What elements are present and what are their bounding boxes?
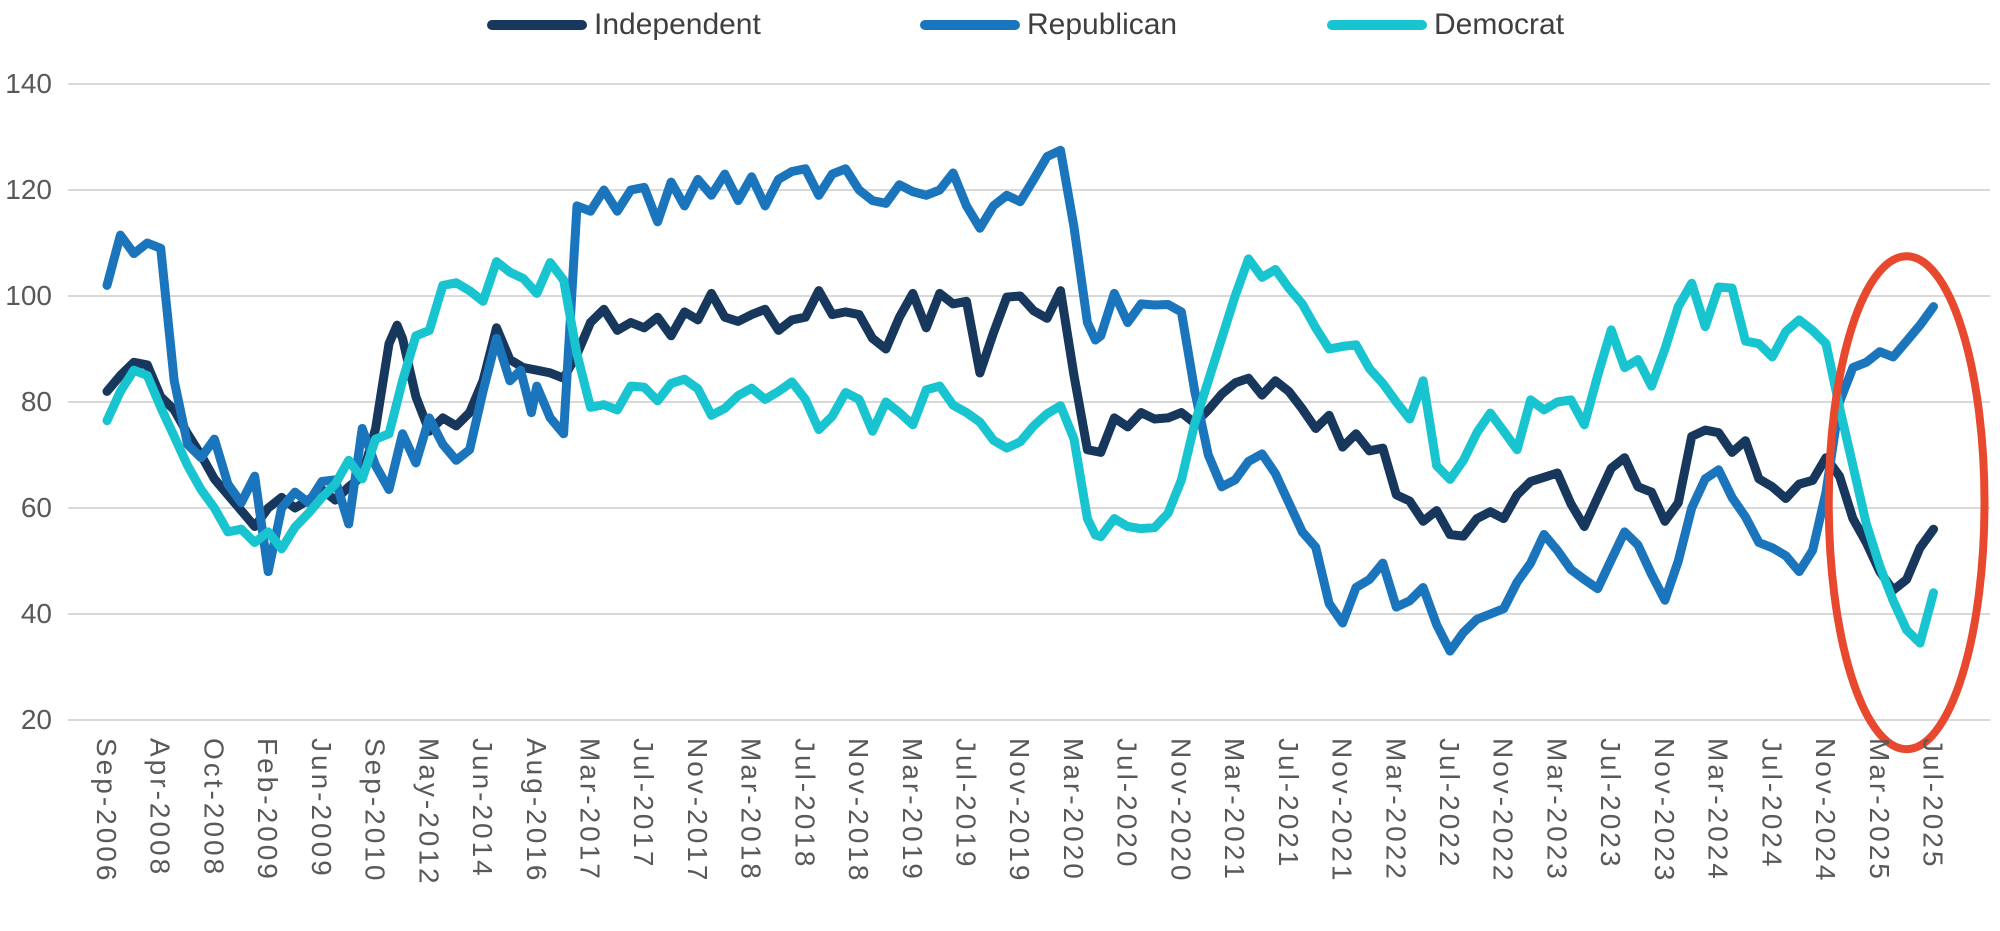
x-tick-label-Mar-2017: Mar-2017 bbox=[574, 738, 606, 882]
x-tick-label-Jul-2017: Jul-2017 bbox=[628, 738, 660, 870]
x-tick-label-Sep-2010: Sep-2010 bbox=[359, 738, 391, 884]
independent-line-swatch bbox=[487, 20, 587, 30]
x-tick-label-Feb-2009: Feb-2009 bbox=[252, 738, 284, 882]
x-tick-label-Mar-2019: Mar-2019 bbox=[896, 738, 928, 882]
legend-item-independent: Independent bbox=[487, 8, 761, 42]
x-tick-label-Jun-2009: Jun-2009 bbox=[305, 738, 337, 879]
x-tick-label-Apr-2008: Apr-2008 bbox=[144, 738, 176, 878]
y-tick-label-60: 60 bbox=[20, 492, 52, 523]
x-tick-label-Jul-2020: Jul-2020 bbox=[1111, 738, 1143, 870]
y-tick-label-120: 120 bbox=[5, 174, 52, 205]
x-tick-label-Jul-2021: Jul-2021 bbox=[1272, 738, 1304, 870]
highlight-ellipse-annotation bbox=[1824, 252, 1989, 754]
x-tick-label-May-2012: May-2012 bbox=[413, 738, 445, 887]
legend-label-democrat: Democrat bbox=[1434, 8, 1565, 41]
x-tick-label-Jul-2022: Jul-2022 bbox=[1434, 738, 1465, 870]
x-tick-label-Mar-2018: Mar-2018 bbox=[735, 738, 767, 882]
x-tick-label-Jul-2019: Jul-2019 bbox=[950, 738, 982, 870]
x-tick-label-Mar-2022: Mar-2022 bbox=[1380, 738, 1412, 882]
x-tick-label-Nov-2022: Nov-2022 bbox=[1487, 738, 1519, 884]
y-tick-label-100: 100 bbox=[5, 280, 52, 311]
x-tick-label-Mar-2020: Mar-2020 bbox=[1057, 738, 1089, 882]
legend-item-republican: Republican bbox=[920, 8, 1177, 42]
x-tick-label-Mar-2025: Mar-2025 bbox=[1863, 738, 1895, 882]
x-tick-label-Nov-2019: Nov-2019 bbox=[1004, 738, 1036, 884]
x-tick-label-Jun-2014: Jun-2014 bbox=[467, 738, 499, 879]
x-tick-label-Nov-2023: Nov-2023 bbox=[1648, 738, 1680, 884]
x-tick-label-Nov-2021: Nov-2021 bbox=[1326, 738, 1358, 884]
x-tick-label-Jul-2023: Jul-2023 bbox=[1595, 738, 1627, 870]
series-line-independent bbox=[102, 286, 1938, 595]
x-tick-label-Nov-2024: Nov-2024 bbox=[1810, 738, 1842, 884]
y-tick-label-80: 80 bbox=[20, 386, 52, 417]
series-line-republican bbox=[102, 145, 1938, 656]
y-tick-label-140: 140 bbox=[5, 68, 52, 99]
x-tick-label-Sep-2006: Sep-2006 bbox=[91, 738, 122, 884]
x-tick-label-Aug-2016: Aug-2016 bbox=[520, 738, 552, 884]
legend-label-republican: Republican bbox=[1027, 8, 1178, 41]
x-tick-label-Nov-2020: Nov-2020 bbox=[1165, 738, 1197, 884]
x-tick-label-Mar-2021: Mar-2021 bbox=[1219, 738, 1251, 882]
legend-label-independent: Independent bbox=[594, 8, 761, 41]
republican-line-swatch bbox=[920, 20, 1020, 30]
x-tick-label-Nov-2018: Nov-2018 bbox=[843, 738, 875, 884]
legend-item-democrat: Democrat bbox=[1327, 8, 1564, 42]
x-tick-label-Oct-2008: Oct-2008 bbox=[198, 738, 230, 878]
x-tick-label-Mar-2023: Mar-2023 bbox=[1541, 738, 1573, 882]
x-tick-label-Jul-2024: Jul-2024 bbox=[1756, 738, 1788, 870]
democrat-line-swatch bbox=[1327, 20, 1427, 30]
x-tick-label-Nov-2017: Nov-2017 bbox=[681, 738, 713, 884]
y-tick-label-40: 40 bbox=[20, 598, 52, 629]
x-tick-label-Jul-2025: Jul-2025 bbox=[1917, 738, 1949, 870]
series-line-democrat bbox=[102, 254, 1938, 648]
x-tick-label-Jul-2018: Jul-2018 bbox=[789, 738, 821, 870]
x-tick-label-Mar-2024: Mar-2024 bbox=[1702, 738, 1734, 882]
y-tick-label-20: 20 bbox=[20, 704, 52, 735]
